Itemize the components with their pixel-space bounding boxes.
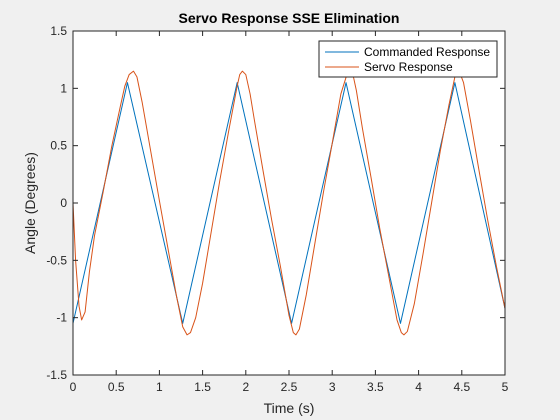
chart-title: Servo Response SSE Elimination: [179, 10, 400, 26]
x-tick-label: 0: [70, 380, 77, 394]
x-tick-label: 2.5: [281, 380, 298, 394]
legend-box: [318, 40, 498, 78]
x-tick-label: 4: [415, 380, 422, 394]
x-tick-label: 1.5: [194, 380, 211, 394]
ticks-layer: 0 0.5 1 1.5 2 2.5 3 3.5 4 4.5 5 -1.5 -1 -0.5 0 0.5 1 1.5: [46, 24, 508, 394]
y-tick-label: 1: [60, 81, 67, 95]
y-tick-label: 1.5: [50, 24, 67, 38]
y-axis-label: Angle (Degrees): [22, 152, 38, 254]
plot-area: [73, 31, 505, 375]
x-tick-label: 2: [242, 380, 249, 394]
x-tick-label: 3.5: [367, 380, 384, 394]
y-tick-label: 0: [60, 196, 67, 210]
y-tick-label: -1.5: [46, 368, 67, 382]
x-axis-label: Time (s): [264, 400, 315, 416]
y-tick-label: 0.5: [50, 139, 67, 153]
series-line-2: [72, 70, 506, 336]
x-tick-label: 0.5: [108, 380, 125, 394]
legend-label: Commanded Response: [364, 45, 490, 59]
y-tick-label: -0.5: [46, 253, 67, 267]
legend-label: Servo Response: [364, 60, 453, 74]
x-tick-label: 5: [502, 380, 509, 394]
series-line-1: [72, 82, 506, 324]
x-tick-label: 1: [156, 380, 163, 394]
y-tick-label: -1: [56, 311, 67, 325]
x-tick-label: 4.5: [453, 380, 470, 394]
x-tick-label: 3: [329, 380, 336, 394]
series-layer: [72, 70, 506, 336]
